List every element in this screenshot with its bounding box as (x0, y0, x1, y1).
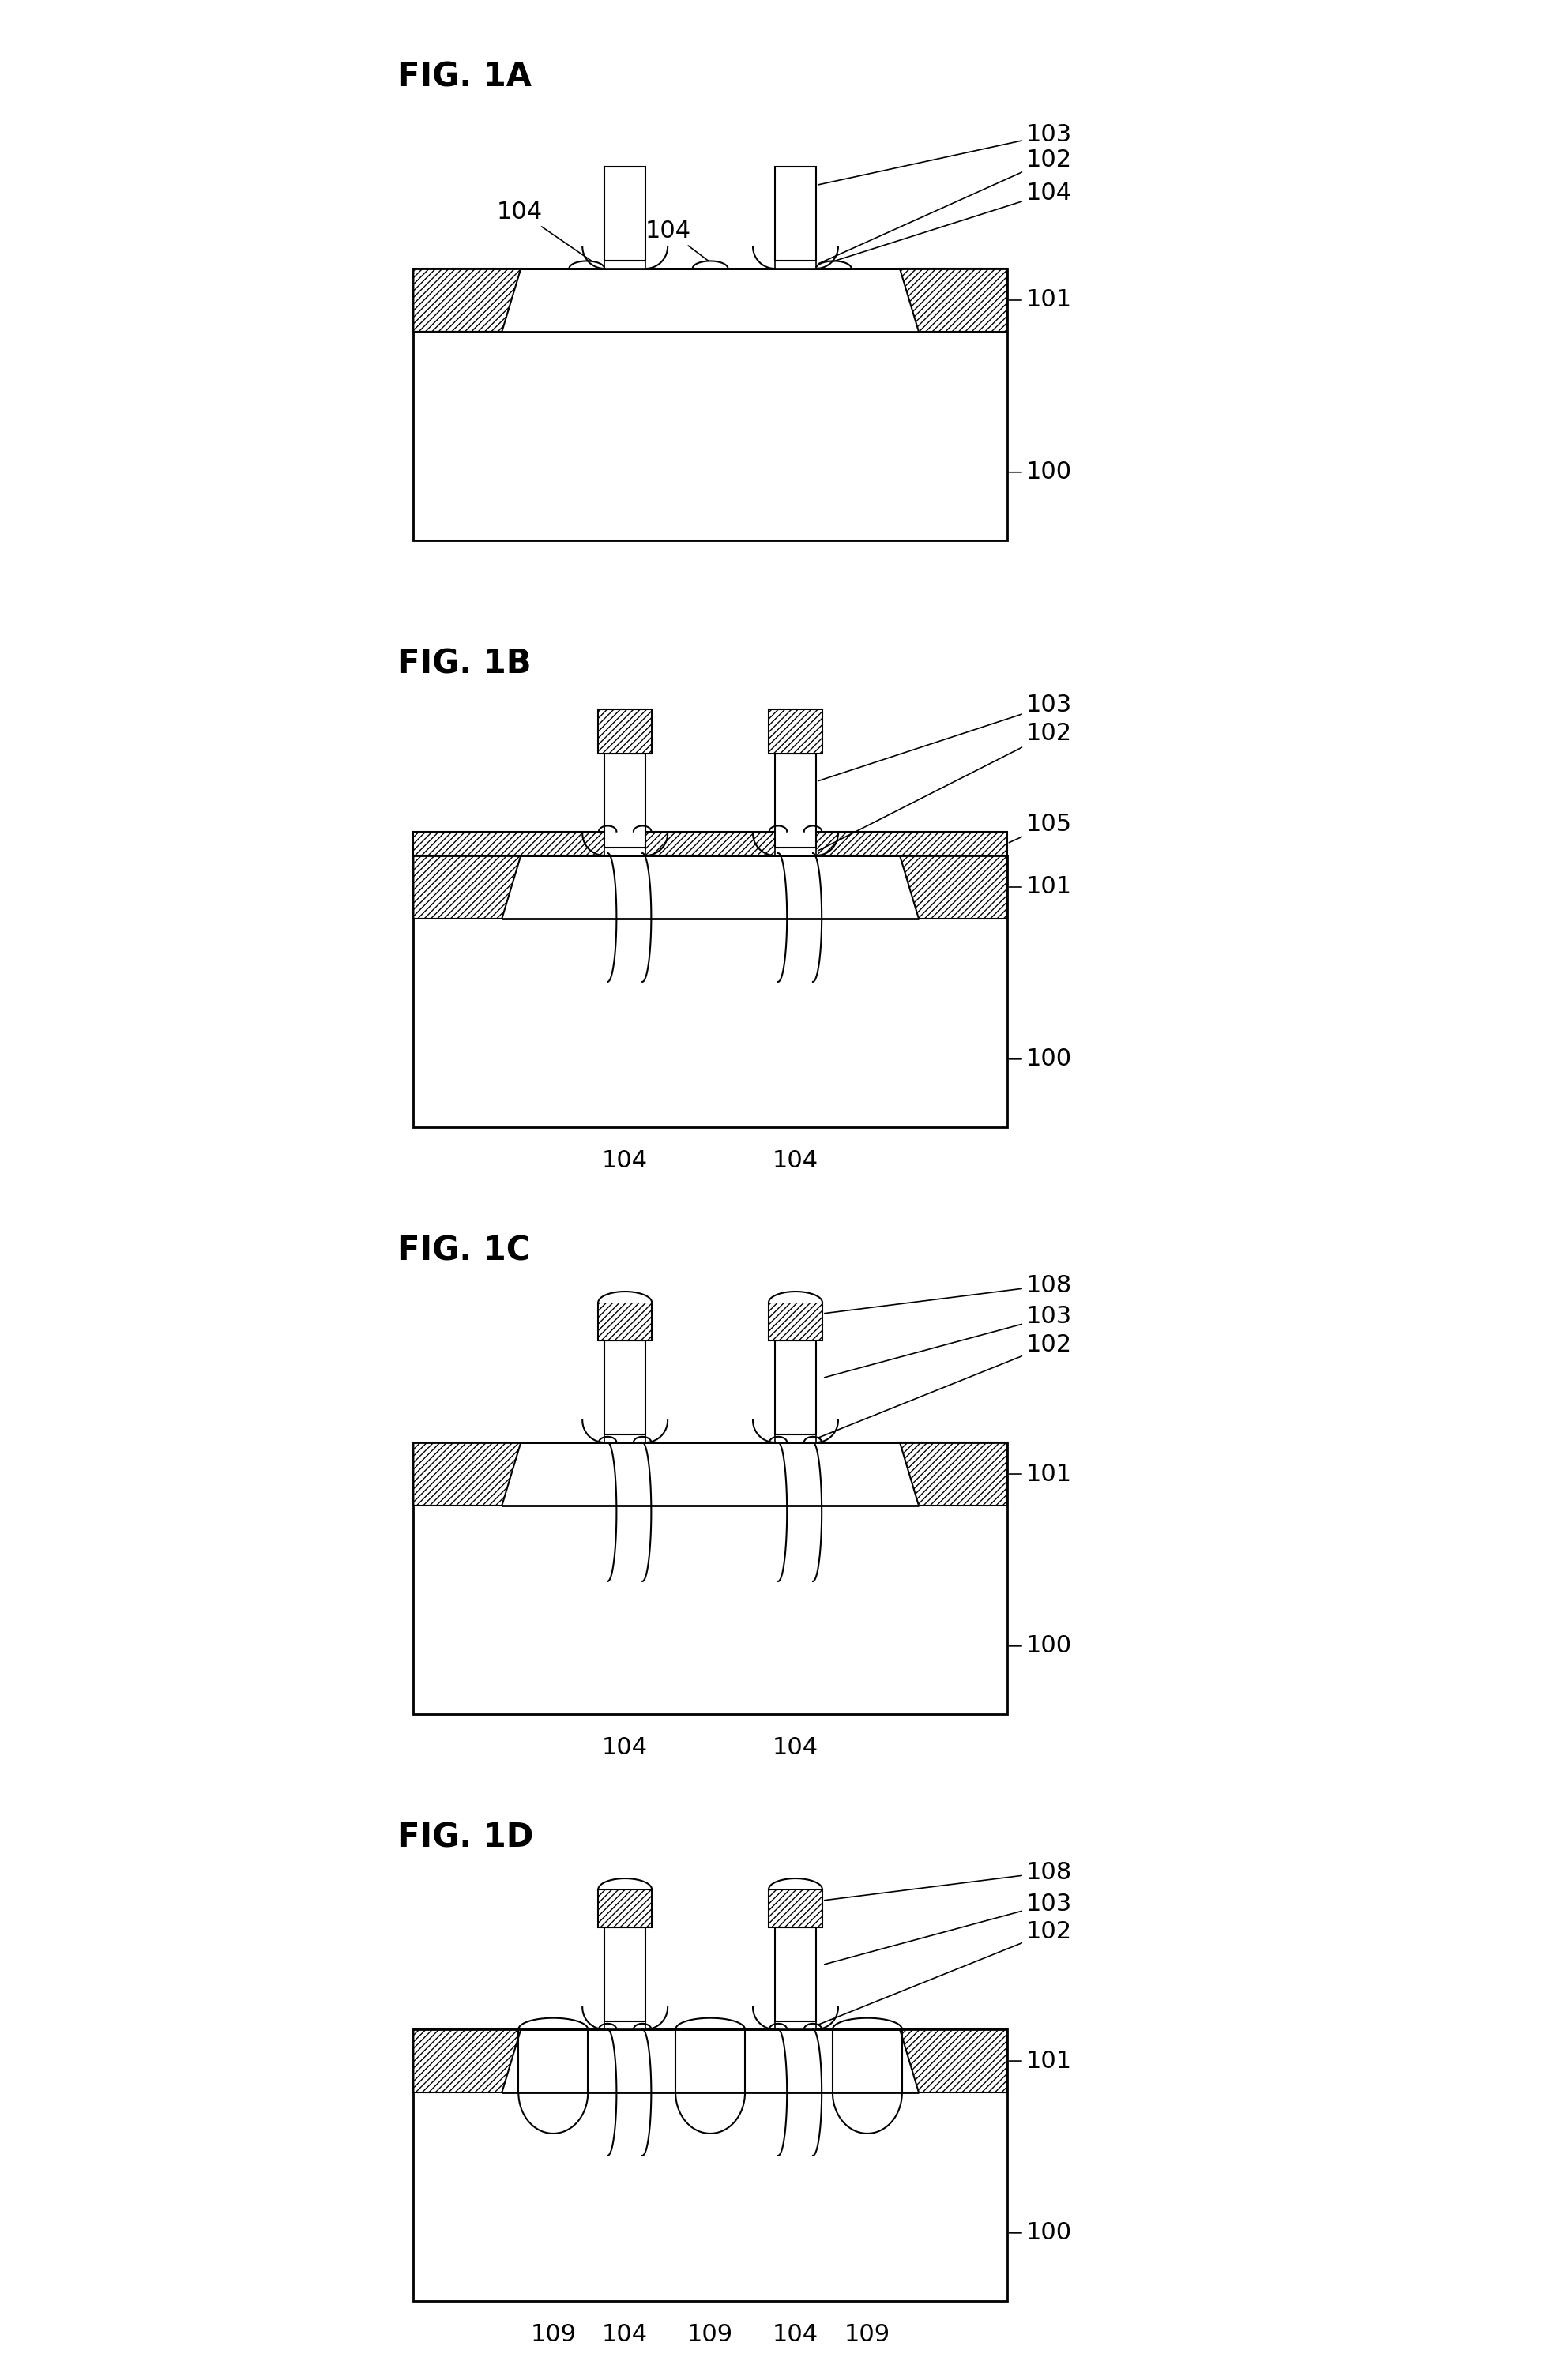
Bar (414, 2030, 1007, 2301)
Text: 101: 101 (1010, 2049, 1072, 2073)
Text: 109: 109 (531, 2323, 576, 2347)
Bar (768, 1302, 823, 1340)
Text: 104: 104 (496, 200, 592, 262)
Text: 100: 100 (1010, 462, 1072, 483)
Bar (414, 269, 1007, 540)
Text: 101: 101 (1010, 876, 1072, 900)
Polygon shape (414, 1442, 521, 1507)
Polygon shape (899, 269, 1007, 331)
Text: 104: 104 (603, 1150, 648, 1171)
Text: 109: 109 (687, 2323, 734, 2347)
Bar (604, 262, 646, 269)
Text: 109: 109 (845, 2323, 890, 2347)
Text: 100: 100 (1010, 1635, 1072, 1656)
Text: 104: 104 (645, 219, 709, 262)
Bar (604, 847, 646, 854)
Bar (774, 847, 816, 854)
Text: 104: 104 (773, 1735, 818, 1759)
Bar (414, 831, 1007, 854)
Text: 104: 104 (834, 181, 1072, 262)
Text: 104: 104 (603, 1735, 648, 1759)
Text: 102: 102 (818, 148, 1072, 264)
Text: FIG. 1D: FIG. 1D (398, 1821, 534, 1854)
Text: 102: 102 (818, 1921, 1072, 2025)
Text: 108: 108 (824, 1861, 1072, 1899)
Text: 103: 103 (824, 1304, 1072, 1378)
Polygon shape (899, 854, 1007, 919)
Bar (598, 709, 652, 752)
Bar (774, 167, 816, 262)
Bar (598, 1292, 652, 1302)
Bar (604, 1340, 646, 1435)
Bar (414, 1442, 1007, 1714)
Text: 108: 108 (824, 1273, 1072, 1314)
Bar (414, 854, 1007, 1128)
Polygon shape (414, 854, 521, 919)
Polygon shape (899, 1442, 1007, 1507)
Bar (774, 2021, 816, 2030)
Bar (768, 1292, 823, 1302)
Text: 103: 103 (818, 695, 1072, 781)
Text: FIG. 1B: FIG. 1B (398, 647, 532, 681)
Bar (774, 262, 816, 269)
Bar (598, 1302, 652, 1340)
Text: 104: 104 (773, 2323, 818, 2347)
Polygon shape (414, 269, 521, 331)
Bar (774, 1340, 816, 1435)
Text: 103: 103 (818, 124, 1072, 186)
Bar (774, 1928, 816, 2021)
Bar (768, 1890, 823, 1928)
Text: FIG. 1C: FIG. 1C (398, 1235, 531, 1266)
Text: FIG. 1A: FIG. 1A (398, 60, 532, 93)
Text: 105: 105 (1008, 814, 1072, 843)
Bar (604, 1928, 646, 2021)
Polygon shape (414, 2030, 521, 2092)
Text: 102: 102 (818, 1333, 1072, 1438)
Text: 104: 104 (603, 2323, 648, 2347)
Bar (604, 2021, 646, 2030)
Text: 102: 102 (818, 721, 1072, 850)
Bar (774, 1435, 816, 1442)
Bar (604, 1435, 646, 1442)
Bar (598, 1880, 652, 1890)
Bar (604, 167, 646, 262)
Text: 104: 104 (773, 1150, 818, 1171)
Bar (768, 709, 823, 752)
Bar (768, 1880, 823, 1890)
Text: 100: 100 (1010, 1047, 1072, 1071)
Text: 101: 101 (1010, 1464, 1072, 1485)
Bar (774, 752, 816, 847)
Bar (598, 1890, 652, 1928)
Text: 103: 103 (824, 1892, 1072, 1964)
Text: 101: 101 (1010, 288, 1072, 312)
Text: 100: 100 (1010, 2221, 1072, 2244)
Bar (604, 752, 646, 847)
Polygon shape (899, 2030, 1007, 2092)
